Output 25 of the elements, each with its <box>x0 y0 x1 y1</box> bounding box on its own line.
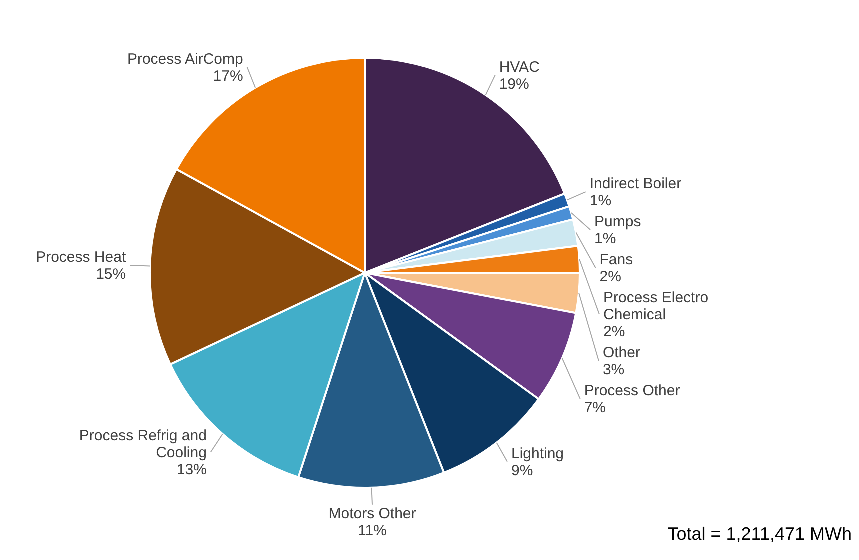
data-label: 19% <box>499 76 530 93</box>
slice-label: Process AirComp <box>127 50 244 68</box>
data-label: 2% <box>600 268 622 286</box>
slice-label: Motors Other <box>328 505 416 522</box>
data-label: 13% <box>176 461 207 478</box>
data-label: 2% <box>604 324 626 341</box>
slice-label: Process Refrig and Cooling <box>79 427 207 462</box>
slice-label: Fans <box>600 252 634 269</box>
slice-label: Indirect Boiler <box>590 176 682 193</box>
text: Total = 1,211,471 MWh <box>668 524 852 544</box>
slice-label: Process Other <box>584 382 680 400</box>
data-label: 3% <box>602 362 625 379</box>
data-label: 9% <box>511 462 534 480</box>
data-label: 11% <box>358 522 387 540</box>
slice-label: Process Heat <box>36 248 127 266</box>
slice-label: Lighting <box>511 445 564 462</box>
data-label: 1% <box>590 192 612 210</box>
data-label: 7% <box>584 400 606 417</box>
slice-label: HVAC <box>499 58 540 76</box>
slice-label: Other <box>602 344 640 362</box>
data-label: 17% <box>213 68 244 85</box>
data-label: 1% <box>594 230 616 248</box>
data-label: 15% <box>96 266 126 283</box>
slice-label: Pumps <box>594 214 642 231</box>
slice-label: Process Electro Chemical <box>604 290 709 324</box>
